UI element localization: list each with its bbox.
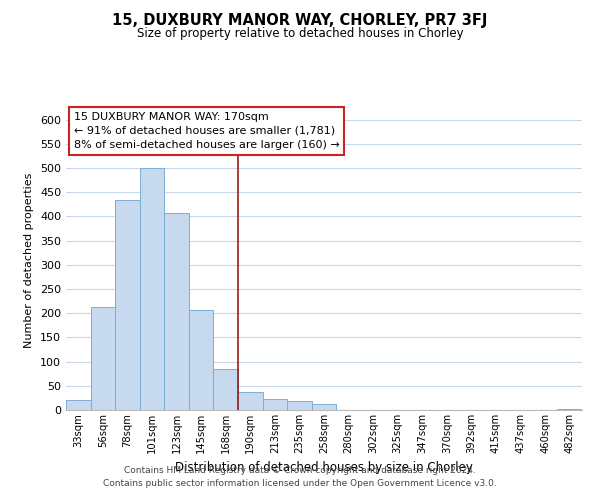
Bar (164, 212, 189, 410)
Text: Size of property relative to detached houses in Chorley: Size of property relative to detached ho… (137, 28, 463, 40)
Bar (312, 404, 336, 410)
Bar (66, 400, 91, 410)
Bar (263, 400, 287, 410)
Bar (189, 310, 214, 410)
Bar (115, 200, 140, 410)
Y-axis label: Number of detached properties: Number of detached properties (25, 172, 34, 348)
Text: Contains HM Land Registry data © Crown copyright and database right 2024.
Contai: Contains HM Land Registry data © Crown c… (103, 466, 497, 487)
Text: 15 DUXBURY MANOR WAY: 170sqm
← 91% of detached houses are smaller (1,781)
8% of : 15 DUXBURY MANOR WAY: 170sqm ← 91% of de… (74, 112, 340, 150)
Bar (238, 392, 263, 410)
X-axis label: Distribution of detached houses by size in Chorley: Distribution of detached houses by size … (175, 462, 473, 474)
Bar (557, 409, 582, 410)
Bar (140, 168, 164, 410)
Bar (214, 369, 238, 410)
Bar (287, 401, 312, 410)
Bar (91, 308, 115, 410)
Text: 15, DUXBURY MANOR WAY, CHORLEY, PR7 3FJ: 15, DUXBURY MANOR WAY, CHORLEY, PR7 3FJ (112, 12, 488, 28)
